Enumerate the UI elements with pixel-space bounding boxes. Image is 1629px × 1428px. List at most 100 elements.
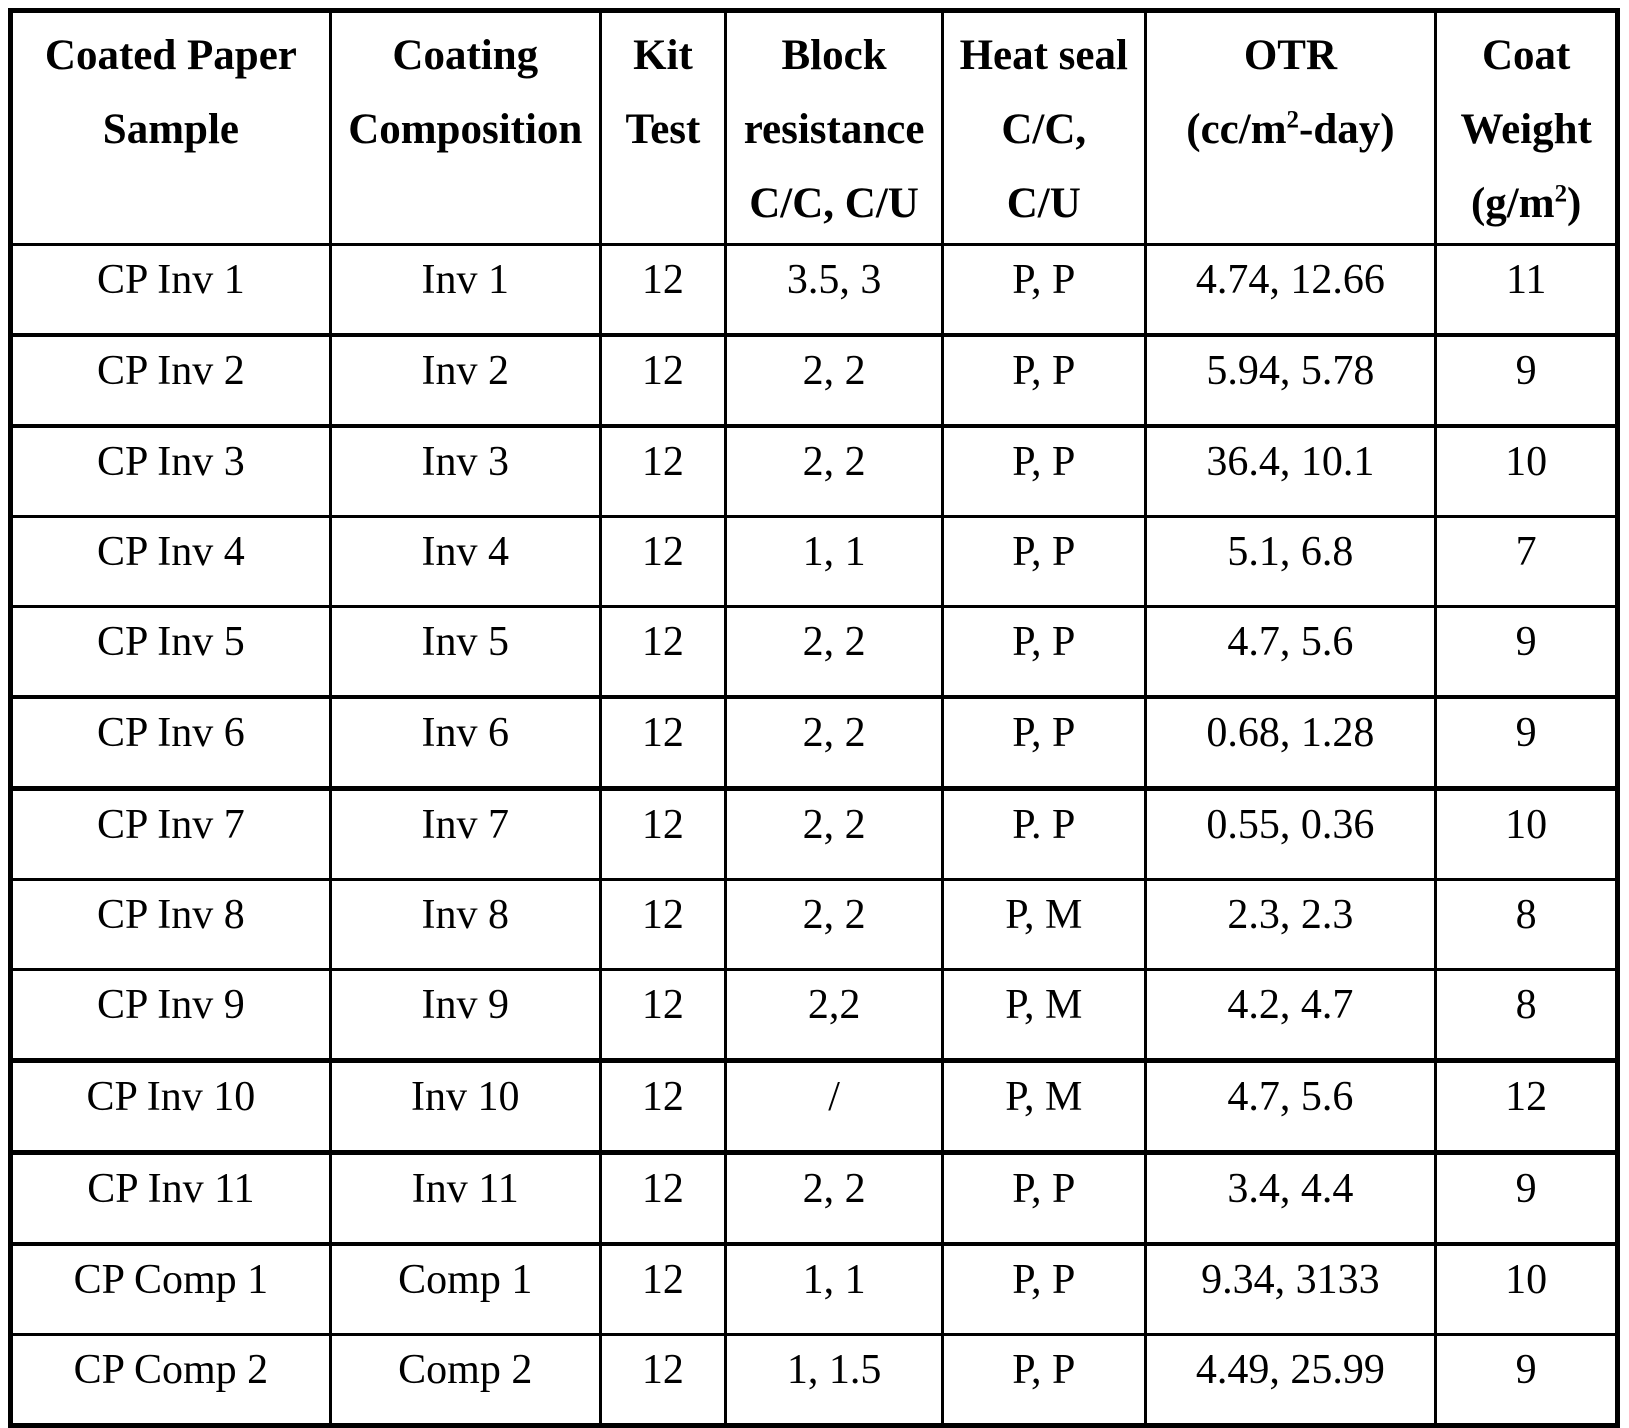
header-line: Composition — [348, 106, 583, 153]
cell-coat-weight: 11 — [1434, 243, 1619, 337]
coated-paper-results-table: Coated Paper Sample Coating Composition … — [8, 8, 1620, 1428]
header-line: C/C, C/U — [749, 180, 919, 227]
coat-weight-units-pre: (g/m — [1470, 180, 1555, 227]
cell-kit-test: 12 — [598, 243, 728, 337]
col-header-kit-test: Kit Test — [598, 9, 728, 246]
header-line: resistance — [743, 106, 925, 153]
cell-block-resistance: 2, 2 — [724, 333, 945, 428]
header-line: OTR — [1243, 32, 1338, 79]
cell-composition: Inv 8 — [328, 878, 602, 971]
cell-otr: 9.34, 3133 — [1143, 1242, 1438, 1336]
header-line: Coat — [1481, 32, 1571, 79]
cell-sample: CP Inv 10 — [9, 1058, 332, 1154]
cell-composition: Inv 10 — [328, 1058, 602, 1154]
cell-otr: 36.4, 10.1 — [1143, 424, 1438, 518]
cell-sample: CP Comp 2 — [9, 1333, 332, 1427]
cell-kit-test: 12 — [598, 1058, 728, 1154]
header-line: Kit — [633, 32, 693, 79]
cell-composition: Comp 1 — [328, 1242, 602, 1336]
header-line-otr-units: (cc/m2-day) — [1148, 93, 1433, 167]
cell-composition: Inv 1 — [328, 243, 602, 337]
header-row: Coated Paper Sample Coating Composition … — [9, 9, 1619, 246]
col-header-coating-composition: Coating Composition — [328, 9, 602, 246]
cell-kit-test: 12 — [598, 1150, 728, 1246]
cell-composition: Inv 6 — [328, 695, 602, 790]
cell-otr: 4.49, 25.99 — [1143, 1333, 1438, 1427]
coat-weight-units-post: ) — [1567, 180, 1582, 227]
header-line: C/U — [1006, 180, 1081, 227]
cell-block-resistance: 2, 2 — [724, 605, 945, 699]
col-header-otr: OTR (cc/m2-day) — [1143, 9, 1438, 246]
cell-sample: CP Inv 1 — [9, 243, 332, 337]
otr-units-pre: (cc/m — [1186, 106, 1287, 153]
cell-kit-test: 12 — [598, 605, 728, 699]
cell-heat-seal: P, P — [941, 695, 1147, 790]
cell-block-resistance: / — [724, 1058, 945, 1154]
cell-heat-seal: P, P — [941, 424, 1147, 518]
header-line: Test — [625, 106, 701, 153]
cell-coat-weight: 7 — [1434, 515, 1619, 608]
header-line: Heat seal — [959, 32, 1128, 79]
table-row: CP Inv 8 Inv 8 12 2, 2 P, M 2.3, 2.3 8 — [9, 878, 1619, 971]
cell-coat-weight: 8 — [1434, 878, 1619, 971]
cell-kit-test: 12 — [598, 878, 728, 971]
cell-sample: CP Inv 5 — [9, 605, 332, 699]
cell-heat-seal: P, P — [941, 243, 1147, 337]
cell-block-resistance: 1, 1.5 — [724, 1333, 945, 1427]
cell-coat-weight: 9 — [1434, 1333, 1619, 1427]
cell-kit-test: 12 — [598, 1333, 728, 1427]
cell-composition: Inv 9 — [328, 968, 602, 1062]
cell-sample: CP Inv 6 — [9, 695, 332, 790]
cell-coat-weight: 9 — [1434, 695, 1619, 790]
cell-heat-seal: P, M — [941, 1058, 1147, 1154]
table-row: CP Inv 4 Inv 4 12 1, 1 P, P 5.1, 6.8 7 — [9, 515, 1619, 608]
cell-composition: Inv 2 — [328, 333, 602, 428]
header-line: Sample — [102, 106, 239, 153]
col-header-coat-weight: Coat Weight (g/m2) — [1434, 9, 1619, 246]
cell-coat-weight: 9 — [1434, 333, 1619, 428]
cell-composition: Inv 5 — [328, 605, 602, 699]
cell-otr: 4.7, 5.6 — [1143, 1058, 1438, 1154]
cell-coat-weight: 10 — [1434, 1242, 1619, 1336]
cell-composition: Inv 4 — [328, 515, 602, 608]
cell-heat-seal: P, P — [941, 515, 1147, 608]
cell-sample: CP Inv 3 — [9, 424, 332, 518]
table-row: CP Inv 2 Inv 2 12 2, 2 P, P 5.94, 5.78 9 — [9, 333, 1619, 428]
cell-block-resistance: 2,2 — [724, 968, 945, 1062]
table-row: CP Comp 1 Comp 1 12 1, 1 P, P 9.34, 3133… — [9, 1242, 1619, 1336]
cell-heat-seal: P, M — [941, 878, 1147, 971]
col-header-block-resistance: Block resistance C/C, C/U — [724, 9, 945, 246]
col-header-heat-seal: Heat seal C/C, C/U — [941, 9, 1147, 246]
cell-sample: CP Inv 4 — [9, 515, 332, 608]
table-row: CP Inv 7 Inv 7 12 2, 2 P. P 0.55, 0.36 1… — [9, 786, 1619, 881]
coat-weight-units-superscript: 2 — [1554, 180, 1568, 208]
cell-otr: 0.55, 0.36 — [1143, 786, 1438, 881]
cell-block-resistance: 2, 2 — [724, 695, 945, 790]
cell-sample: CP Inv 8 — [9, 878, 332, 971]
cell-heat-seal: P, P — [941, 605, 1147, 699]
cell-sample: CP Inv 7 — [9, 786, 332, 881]
cell-block-resistance: 2, 2 — [724, 1150, 945, 1246]
cell-composition: Inv 11 — [328, 1150, 602, 1246]
cell-otr: 0.68, 1.28 — [1143, 695, 1438, 790]
cell-heat-seal: P, P — [941, 1150, 1147, 1246]
cell-coat-weight: 9 — [1434, 1150, 1619, 1246]
cell-kit-test: 12 — [598, 786, 728, 881]
cell-kit-test: 12 — [598, 333, 728, 428]
otr-units-post: -day) — [1299, 106, 1395, 153]
cell-block-resistance: 2, 2 — [724, 424, 945, 518]
header-line: Block — [781, 32, 887, 79]
cell-coat-weight: 10 — [1434, 786, 1619, 881]
cell-coat-weight: 10 — [1434, 424, 1619, 518]
otr-units-superscript: 2 — [1286, 106, 1300, 134]
header-line-coat-weight-units: (g/m2) — [1439, 167, 1615, 241]
table-row: CP Inv 3 Inv 3 12 2, 2 P, P 36.4, 10.1 1… — [9, 424, 1619, 518]
header-line: C/C, — [1001, 106, 1087, 153]
cell-sample: CP Inv 11 — [9, 1150, 332, 1246]
table-body: CP Inv 1 Inv 1 12 3.5, 3 P, P 4.74, 12.6… — [9, 243, 1619, 1427]
cell-composition: Inv 7 — [328, 786, 602, 881]
document-page: Coated Paper Sample Coating Composition … — [8, 8, 1620, 1428]
table-row: CP Comp 2 Comp 2 12 1, 1.5 P, P 4.49, 25… — [9, 1333, 1619, 1427]
cell-otr: 5.1, 6.8 — [1143, 515, 1438, 608]
table-header: Coated Paper Sample Coating Composition … — [9, 9, 1619, 246]
